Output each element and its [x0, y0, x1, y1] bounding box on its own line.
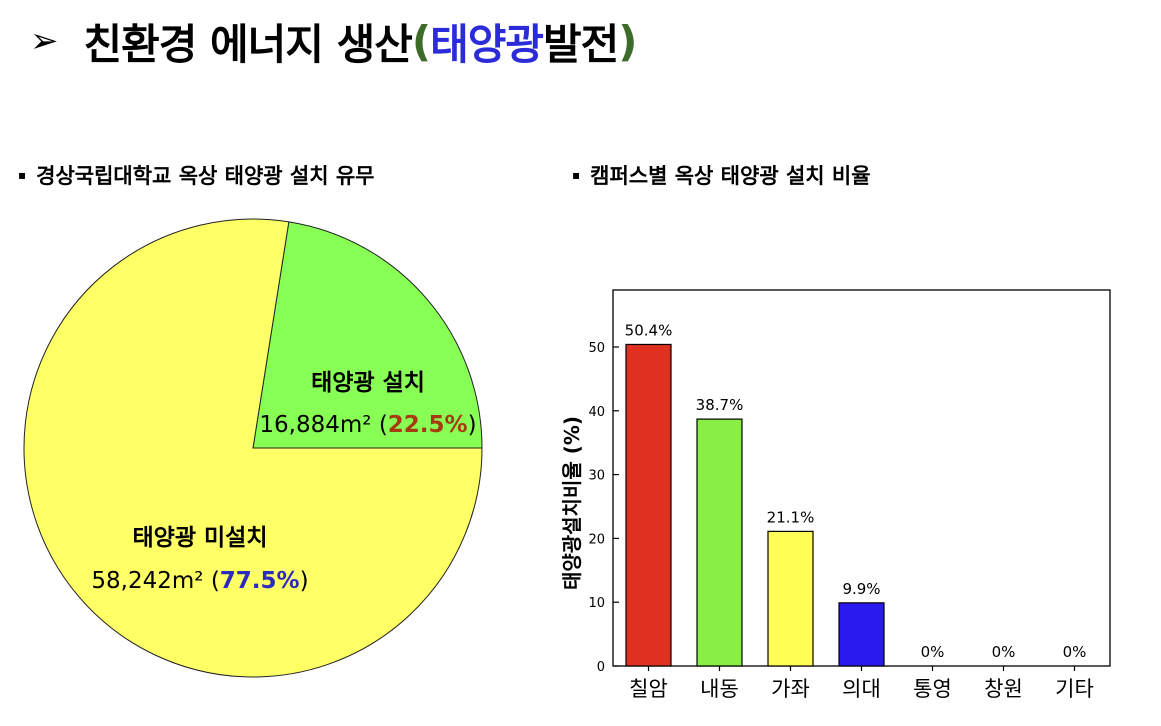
x-tick-label: 의대 — [842, 677, 881, 701]
bar-heading-text: 캠퍼스별 옥상 태양광 설치 비율 — [590, 164, 871, 188]
x-tick-label: 창원 — [984, 677, 1023, 701]
pie-slice-label: 태양광 미설치 — [133, 525, 268, 551]
pie-slice-value: 16,884m² (22.5%) — [259, 412, 476, 438]
x-tick-label: 통영 — [913, 677, 952, 701]
title-highlight: 태양광 — [430, 19, 544, 69]
y-tick-label: 0 — [597, 660, 605, 675]
bar — [838, 602, 885, 667]
y-tick-label: 30 — [588, 469, 605, 484]
x-tick-label: 칠암 — [629, 677, 668, 701]
bar-data-label: 38.7% — [696, 396, 744, 414]
y-tick-label: 10 — [588, 596, 605, 611]
square-bullet-icon: ▪ — [18, 168, 27, 182]
bar-heading: ▪ 캠퍼스별 옥상 태양광 설치 비율 — [572, 160, 871, 190]
bar — [696, 418, 743, 667]
pie-slice-label: 태양광 설치 — [311, 370, 425, 396]
bar-data-label: 9.9% — [842, 580, 880, 598]
bar-data-label: 0% — [921, 643, 945, 661]
pie-slice — [252, 221, 483, 449]
bar-data-label: 50.4% — [625, 321, 673, 339]
pie-slice — [23, 218, 483, 678]
y-tick-label: 20 — [588, 532, 605, 547]
slide-title: ➢ 친환경 에너지 생산 ( 태양광 발전 ) — [30, 6, 637, 76]
title-paren-open: ( — [411, 16, 431, 66]
y-axis-label: 태양광설치비율 (%) — [560, 416, 584, 590]
x-tick-label: 기타 — [1055, 677, 1094, 701]
bar — [625, 343, 672, 667]
y-tick-label: 50 — [588, 341, 605, 356]
arrow-bullet-icon: ➢ — [30, 21, 58, 61]
pie-heading-text: 경상국립대학교 옥상 태양광 설치 유무 — [36, 164, 375, 188]
title-paren-close: ) — [618, 16, 637, 66]
title-main: 친환경 에너지 생산 — [83, 19, 413, 69]
bar-data-label: 21.1% — [767, 508, 815, 526]
bar-chart: 0 10 20 30 40 50 50.4% 칠암 38.7% 내동 21.1% 가좌 9.9% 의대 0%… — [560, 289, 1111, 701]
y-tick-label: 40 — [588, 405, 605, 420]
title-rest: 발전 — [543, 19, 619, 69]
bar-data-label: 0% — [1063, 643, 1087, 661]
bar — [767, 530, 814, 667]
pie-heading: ▪ 경상국립대학교 옥상 태양광 설치 유무 — [18, 160, 375, 190]
square-bullet-icon: ▪ — [572, 168, 581, 182]
pie-slice-value: 58,242m² (77.5%) — [91, 568, 308, 594]
x-tick-label: 내동 — [700, 677, 739, 701]
x-tick-label: 가좌 — [771, 677, 810, 701]
bar-data-label: 0% — [992, 643, 1016, 661]
pie-chart: 태양광 설치 16,884m² (22.5%) 태양광 미설치 58,242m² (7… — [23, 218, 483, 678]
